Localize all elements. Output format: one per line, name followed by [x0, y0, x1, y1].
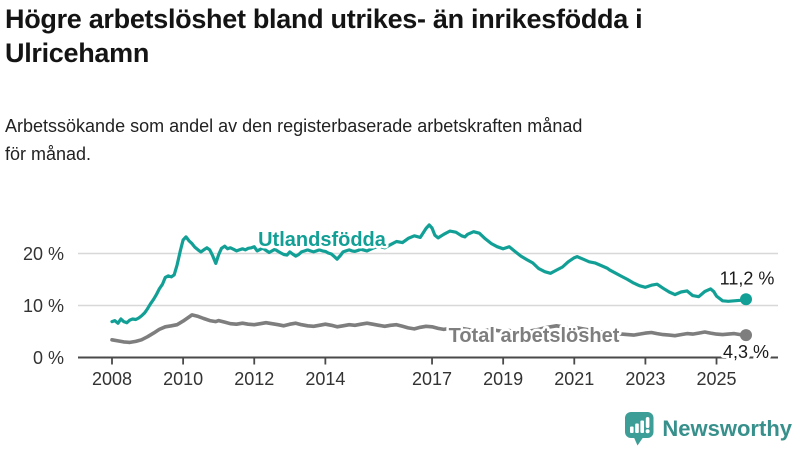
x-tick-label-2023: 2023	[625, 369, 665, 389]
foreign-born-line	[110, 223, 748, 325]
x-tick-label-2012: 2012	[234, 369, 274, 389]
foreign-born-end-value-label: 11,2 %	[720, 268, 775, 288]
x-tick-label-2019: 2019	[483, 369, 523, 389]
x-axis-ticks	[111, 357, 718, 365]
total-unemployment-end-dot	[740, 329, 752, 342]
total-unemployment-line	[110, 313, 748, 345]
x-tick-label-2010: 2010	[163, 369, 203, 389]
title-line-1: Högre arbetslöshet bland utrikes- än inr…	[5, 4, 643, 34]
x-axis-labels: 2008 2010 2012 2014 2017 2019 2021 2023 2025	[92, 369, 737, 389]
y-tick-label-20: 20 %	[23, 244, 64, 264]
page-title: Högre arbetslöshet bland utrikes- än inr…	[5, 2, 795, 70]
gridlines	[78, 252, 778, 307]
x-tick-label-2014: 2014	[305, 369, 345, 389]
subtitle-line-1: Arbetssökande som andel av den registerb…	[5, 116, 583, 136]
foreign-born-series-label: Utlandsfödda	[258, 229, 387, 251]
x-tick-label-2025: 2025	[696, 369, 736, 389]
newsworthy-logo[interactable]: Newsworthy	[624, 410, 792, 448]
foreign-born-end-dot	[740, 293, 752, 306]
title-line-2: Ulricehamn	[5, 38, 150, 68]
newsworthy-logo-text: Newsworthy	[662, 416, 792, 441]
total-unemployment-end-value-label: 4,3 %	[723, 342, 769, 362]
total-unemployment-series-label: Total arbetslöshet	[449, 325, 620, 347]
subtitle-line-2: för månad.	[5, 144, 92, 164]
newsworthy-logo-icon	[625, 412, 654, 446]
chart-subtitle: Arbetssökande som andel av den registerb…	[5, 112, 785, 168]
x-tick-label-2017: 2017	[412, 369, 452, 389]
x-tick-label-2021: 2021	[554, 369, 594, 389]
y-tick-label-0: 0 %	[33, 348, 64, 368]
y-tick-label-10: 10 %	[23, 296, 64, 316]
y-axis-labels: 0 % 10 % 20 %	[23, 244, 64, 368]
x-tick-label-2008: 2008	[92, 369, 132, 389]
